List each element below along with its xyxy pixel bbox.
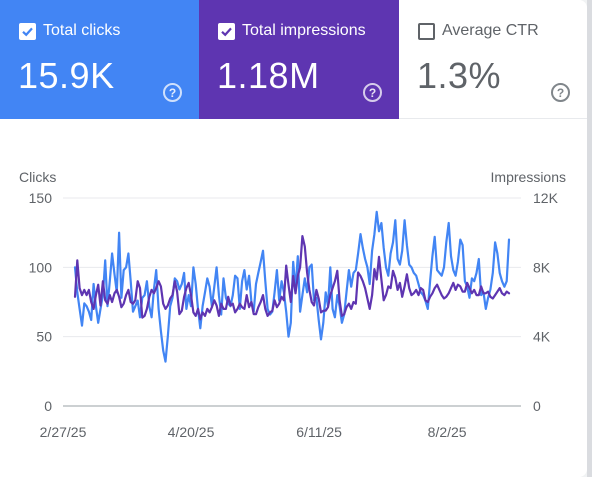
metric-label: Total clicks xyxy=(43,22,121,39)
left-tick-label: 0 xyxy=(44,398,52,414)
checkbox-checked-icon[interactable] xyxy=(19,22,36,40)
series-line-impressions xyxy=(73,234,511,321)
help-circle-icon[interactable]: ? xyxy=(163,83,182,102)
left-tick-label: 100 xyxy=(29,259,53,275)
metric-total-impressions[interactable]: Total impressions 1.18M ? xyxy=(199,0,399,119)
metric-tabs: Total clicks 15.9K ? Total impressions 1… xyxy=(0,0,587,119)
right-tick-label: 8K xyxy=(533,259,551,275)
metric-label: Total impressions xyxy=(242,22,366,39)
metric-value: 1.18M xyxy=(217,55,320,96)
help-circle-icon[interactable]: ? xyxy=(551,83,570,102)
x-tick-label: 2/27/25 xyxy=(40,424,87,440)
checkbox-unchecked-icon[interactable] xyxy=(418,22,435,40)
left-tick-label: 50 xyxy=(36,329,52,345)
metric-value: 1.3% xyxy=(417,55,502,96)
left-axis-title: Clicks xyxy=(19,169,56,185)
metric-average-ctr[interactable]: Average CTR 1.3% ? xyxy=(399,0,587,119)
performance-chart[interactable]: 0 50 100 150 0 4K 8K 12K Clicks Impressions 2/27/2… xyxy=(0,119,587,477)
x-tick-label: 8/2/25 xyxy=(428,424,467,440)
metric-value: 15.9K xyxy=(18,55,115,96)
checkbox-checked-icon[interactable] xyxy=(218,22,235,40)
metric-label: Average CTR xyxy=(442,22,539,39)
right-tick-label: 0 xyxy=(533,398,541,414)
left-tick-label: 150 xyxy=(29,190,53,206)
x-tick-label: 4/20/25 xyxy=(168,424,215,440)
right-axis-title: Impressions xyxy=(491,169,566,185)
metric-total-clicks[interactable]: Total clicks 15.9K ? xyxy=(0,0,199,119)
x-tick-label: 6/11/25 xyxy=(296,424,342,440)
right-tick-label: 4K xyxy=(533,329,551,345)
scrollbar[interactable] xyxy=(587,0,592,477)
right-tick-label: 12K xyxy=(533,190,559,206)
help-circle-icon[interactable]: ? xyxy=(363,83,382,102)
